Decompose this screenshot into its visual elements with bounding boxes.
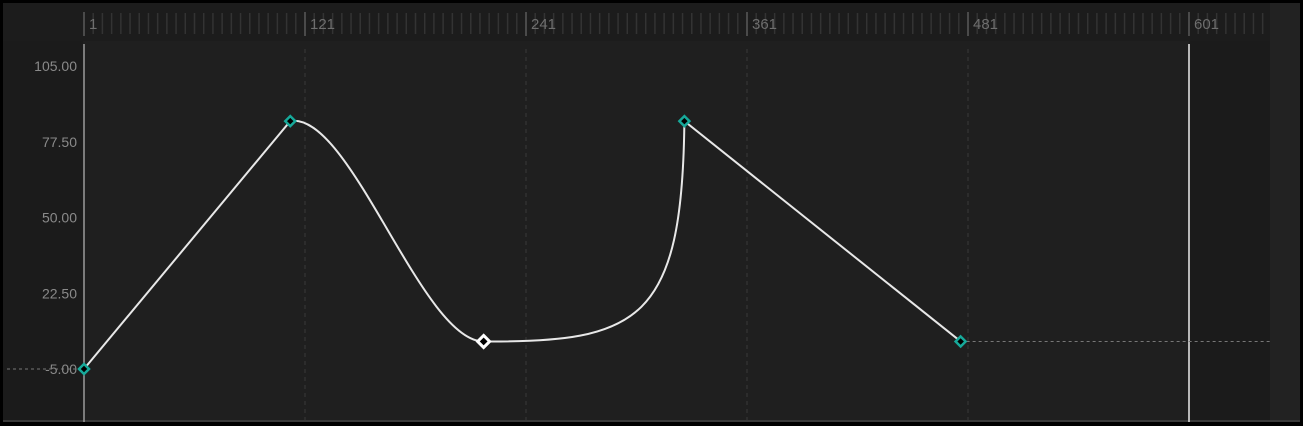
value-axis-label: 105.00 [34,58,77,74]
curve-editor[interactable]: 1 121 241 361 481 601 105.00 77.50 50.00 22.50 -5… [3,3,1300,422]
curve-segment[interactable] [683,120,962,343]
keyframe[interactable] [283,114,298,128]
curve-segment[interactable] [483,121,686,343]
bottom-edge [3,420,1300,422]
keyframe[interactable] [677,114,692,128]
ruler-label: 601 [1194,16,1219,33]
ruler-label: 121 [310,16,335,33]
keyframe-selected[interactable] [475,333,492,350]
value-axis-panel [3,3,83,422]
timeline-ruler[interactable] [3,3,1300,41]
ruler-label: 361 [752,16,777,33]
keyframe[interactable] [953,334,968,349]
ruler-label: 241 [531,16,556,33]
curve-segment[interactable] [290,120,484,343]
keyframe[interactable] [77,362,91,376]
ruler-label: 481 [973,16,998,33]
curve-canvas[interactable]: 1 121 241 361 481 601 105.0077.5050.0022.50-5… [3,3,1300,422]
value-axis-label: 50.00 [42,210,77,226]
ruler-label: 1 [89,16,97,33]
value-axis-label: 77.50 [42,134,77,150]
value-axis-label: 22.50 [42,285,77,301]
curve-segment[interactable] [83,120,292,370]
scroll-gutter[interactable] [1270,3,1300,422]
out-of-range-area [1189,41,1273,422]
